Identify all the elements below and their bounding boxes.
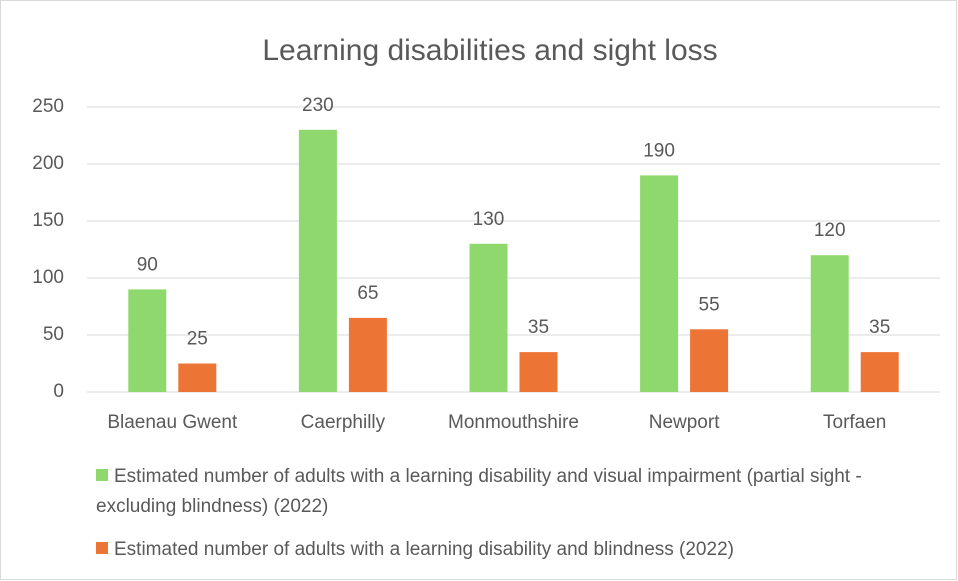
- x-tick-label: Newport: [649, 412, 720, 433]
- bar: [690, 329, 729, 392]
- chart-title: Learning disabilities and sight loss: [262, 34, 717, 67]
- x-tick-label: Caerphilly: [301, 412, 386, 433]
- bar: [298, 129, 337, 393]
- y-tick-label: 200: [32, 153, 64, 174]
- data-label: 65: [357, 283, 378, 304]
- bar: [348, 317, 387, 392]
- data-label: 190: [643, 140, 675, 161]
- y-tick-label: 0: [53, 381, 64, 402]
- data-label: 55: [699, 294, 720, 315]
- bar: [519, 352, 558, 392]
- legend-item: Estimated number of adults with a learni…: [96, 535, 916, 565]
- legend-label: Estimated number of adults with a learni…: [96, 466, 862, 517]
- data-label: 230: [302, 95, 334, 116]
- x-tick-label: Blaenau Gwent: [107, 412, 238, 433]
- x-tick-label: Torfaen: [823, 412, 886, 433]
- y-tick-label: 250: [32, 96, 64, 117]
- bar: [128, 289, 167, 392]
- legend-label: Estimated number of adults with a learni…: [114, 539, 734, 560]
- y-tick-label: 100: [32, 267, 64, 288]
- data-label: 25: [187, 329, 208, 350]
- data-label: 130: [473, 209, 505, 230]
- bar: [860, 352, 899, 392]
- data-label: 90: [137, 254, 158, 275]
- legend-swatch: [96, 469, 108, 481]
- bar: [469, 243, 508, 392]
- bar: [178, 363, 217, 392]
- legend-item: Estimated number of adults with a learni…: [96, 462, 916, 522]
- bar: [640, 175, 679, 392]
- data-label: 35: [528, 317, 549, 338]
- bar: [810, 255, 849, 392]
- y-tick-label: 150: [32, 210, 64, 231]
- data-label: 120: [814, 220, 846, 241]
- legend-swatch: [96, 542, 108, 554]
- y-tick-label: 50: [43, 324, 64, 345]
- data-label: 35: [869, 317, 890, 338]
- x-tick-label: Monmouthshire: [448, 412, 579, 433]
